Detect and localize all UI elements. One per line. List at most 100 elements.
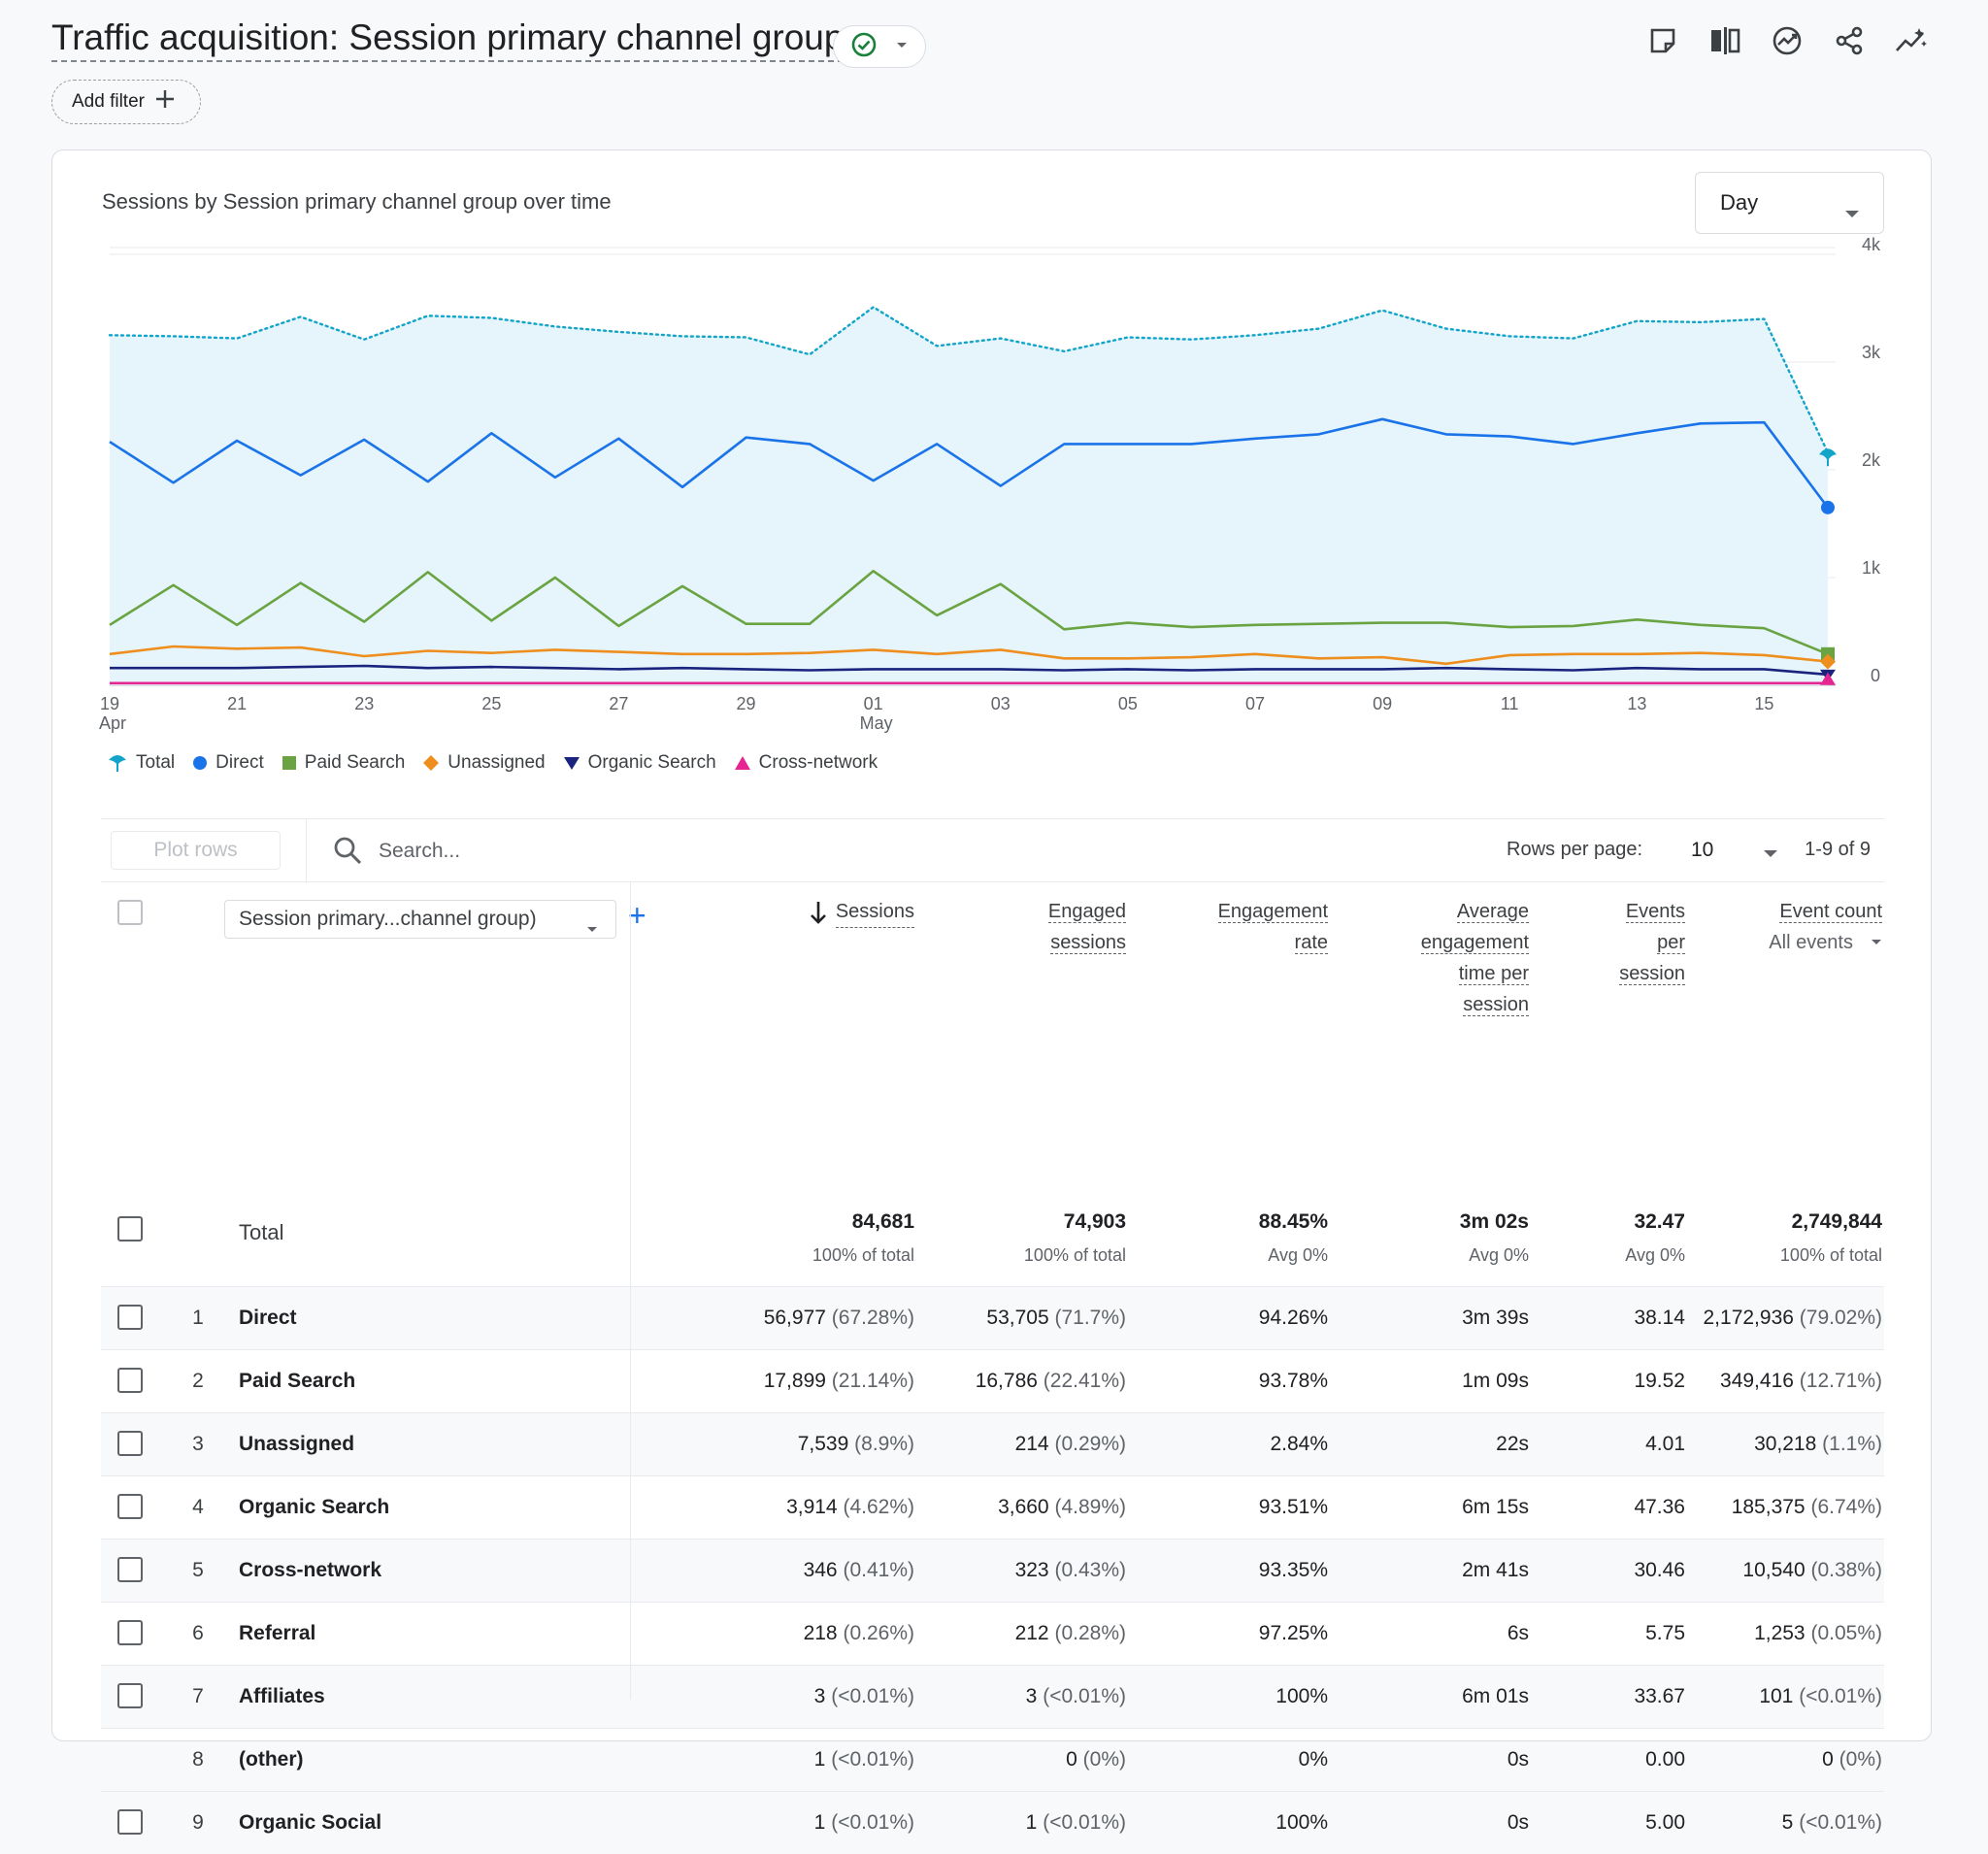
add-dimension-button[interactable]: +: [628, 898, 646, 933]
column-header-engagement-rate[interactable]: Engagement rate: [1149, 896, 1328, 958]
row-channel-name[interactable]: Paid Search: [239, 1370, 356, 1392]
page-title[interactable]: Traffic acquisition: Session primary cha…: [51, 17, 845, 62]
series-line-unassigned[interactable]: [109, 645, 1829, 666]
legend-item-unassigned[interactable]: Unassigned: [422, 752, 546, 774]
compare-icon[interactable]: [1706, 19, 1743, 62]
cell-time: 2m 41s: [1343, 1559, 1529, 1582]
end-marker-direct: [1821, 500, 1835, 514]
table-row[interactable]: 2 Paid Search 17,899 (21.14%) 16,786 (22.41…: [101, 1349, 1884, 1412]
table-row[interactable]: 8 (other) 1 (<0.01%) 0 (0%) 0% 0s 0.00 0 (0%): [101, 1728, 1884, 1791]
cell-percent: (4.89%): [1054, 1496, 1126, 1518]
column-header-sessions[interactable]: Sessions: [722, 896, 914, 928]
cell-percent: (<0.01%): [831, 1811, 914, 1834]
column-header-label: session: [1463, 994, 1529, 1016]
series-line-organic-search[interactable]: [110, 664, 1829, 677]
plot-rows-button[interactable]: Plot rows: [111, 831, 281, 870]
cell-value: 6m 01s: [1462, 1685, 1529, 1707]
column-header-events-per-session[interactable]: Events per session: [1547, 896, 1685, 989]
x-tick-label: 15: [1754, 694, 1773, 713]
search-input[interactable]: [377, 833, 862, 870]
legend-item-organic-search[interactable]: Organic Search: [563, 752, 716, 774]
cell-percent: (0%): [1082, 1748, 1126, 1771]
totals-checkbox[interactable]: [117, 1216, 143, 1242]
row-checkbox[interactable]: [117, 1683, 143, 1708]
legend-item-direct[interactable]: Direct: [192, 752, 264, 774]
select-all-checkbox[interactable]: [117, 900, 143, 925]
pin-icon: [109, 755, 126, 772]
cell-value: 6s: [1507, 1622, 1529, 1644]
row-checkbox[interactable]: [117, 1368, 143, 1393]
cell-eps: 19.52: [1547, 1370, 1685, 1393]
row-channel-name[interactable]: Cross-network: [239, 1559, 382, 1581]
series-line-direct[interactable]: [109, 417, 1830, 509]
row-channel-name[interactable]: Affiliates: [239, 1685, 325, 1707]
cell-engaged: 214 (0.29%): [936, 1433, 1126, 1456]
status-dropdown[interactable]: [833, 25, 926, 68]
row-channel-name[interactable]: Direct: [239, 1307, 297, 1329]
cell-sessions: 218 (0.26%): [722, 1622, 914, 1645]
row-checkbox[interactable]: [117, 1494, 143, 1519]
column-header-event-count[interactable]: Event count All events: [1703, 896, 1882, 958]
column-header-avg-engagement-time[interactable]: Average engagement time per session: [1343, 896, 1529, 1020]
share-icon[interactable]: [1831, 19, 1868, 62]
rows-per-page-select[interactable]: 10: [1691, 839, 1714, 861]
cell-sessions: 1 (<0.01%): [722, 1748, 914, 1771]
row-checkbox[interactable]: [117, 1557, 143, 1582]
series-line-paid-search[interactable]: [109, 570, 1829, 656]
period-select[interactable]: Day: [1695, 172, 1884, 234]
cell-time: 6s: [1343, 1622, 1529, 1645]
legend-label: Organic Search: [587, 752, 716, 773]
add-filter-button[interactable]: Add filter: [51, 80, 201, 124]
cell-value: 185,375: [1731, 1496, 1806, 1518]
cell-value: 2,172,936: [1703, 1307, 1794, 1329]
row-checkbox[interactable]: [117, 1305, 143, 1330]
cell-value: 0s: [1507, 1811, 1529, 1834]
edit-report-icon[interactable]: [1644, 19, 1681, 62]
cell-sessions: 17,899 (21.14%): [722, 1370, 914, 1393]
cell-value: 0s: [1507, 1748, 1529, 1771]
chevron-down-icon[interactable]: [1763, 846, 1778, 864]
x-tick-month: Apr: [99, 713, 126, 733]
row-checkbox[interactable]: [117, 1620, 143, 1645]
dimension-select[interactable]: Session primary...channel group): [224, 900, 616, 939]
row-channel-name[interactable]: Organic Search: [239, 1496, 390, 1518]
legend-item-total[interactable]: Total: [107, 752, 175, 774]
row-channel-name[interactable]: (other): [239, 1748, 304, 1771]
end-marker-unassigned: [1820, 653, 1836, 670]
legend-label: Cross-network: [758, 752, 878, 773]
insights-icon[interactable]: [1769, 19, 1806, 62]
row-checkbox[interactable]: [117, 1809, 143, 1835]
row-checkbox[interactable]: [117, 1431, 143, 1456]
table-row[interactable]: 5 Cross-network 346 (0.41%) 323 (0.43%) 93.3…: [101, 1539, 1884, 1602]
legend-item-paid-search[interactable]: Paid Search: [282, 752, 405, 774]
table-row[interactable]: 1 Direct 56,977 (67.28%) 53,705 (71.7%) 94.2…: [101, 1286, 1884, 1349]
row-channel-name[interactable]: Unassigned: [239, 1433, 355, 1455]
row-index: 6: [192, 1622, 204, 1644]
row-channel-name[interactable]: Organic Social: [239, 1811, 382, 1834]
table-row[interactable]: 7 Affiliates 3 (<0.01%) 3 (<0.01%) 100% 6m 01…: [101, 1665, 1884, 1728]
series-line-total[interactable]: [108, 306, 1830, 454]
cell-value: 16,786: [975, 1370, 1038, 1392]
x-tick-label: 29: [737, 694, 756, 713]
cell-value: 323: [1014, 1559, 1049, 1581]
row-channel-name[interactable]: Referral: [239, 1622, 316, 1644]
cell-value: 1: [813, 1748, 826, 1771]
column-header-label: Engagement: [1217, 901, 1328, 923]
event-filter-select[interactable]: All events: [1703, 927, 1882, 958]
table-row[interactable]: 3 Unassigned 7,539 (8.9%) 214 (0.29%) 2.84% 2…: [101, 1412, 1884, 1475]
table-row[interactable]: 9 Organic Social 1 (<0.01%) 1 (<0.01%) 100% 0…: [101, 1791, 1884, 1854]
total-events-sub: 100% of total: [1779, 1245, 1882, 1265]
cell-value: 1m 09s: [1462, 1370, 1529, 1392]
table-row[interactable]: 4 Organic Search 3,914 (4.62%) 3,660 (4.89%…: [101, 1475, 1884, 1539]
cell-eps: 5.75: [1547, 1622, 1685, 1645]
cell-value: 22s: [1496, 1433, 1529, 1455]
column-header-engaged-sessions[interactable]: Engaged sessions: [955, 896, 1126, 958]
legend-item-cross-network[interactable]: Cross-network: [734, 752, 878, 774]
table-row[interactable]: 6 Referral 218 (0.26%) 212 (0.28%) 97.25% 6s 5…: [101, 1602, 1884, 1665]
cell-percent: (79.02%): [1799, 1307, 1882, 1329]
anomaly-icon[interactable]: [1893, 19, 1930, 62]
event-filter-value: All events: [1769, 932, 1853, 953]
end-marker-cross-network: [1820, 672, 1836, 685]
total-sessions-sub: 100% of total: [812, 1245, 914, 1265]
